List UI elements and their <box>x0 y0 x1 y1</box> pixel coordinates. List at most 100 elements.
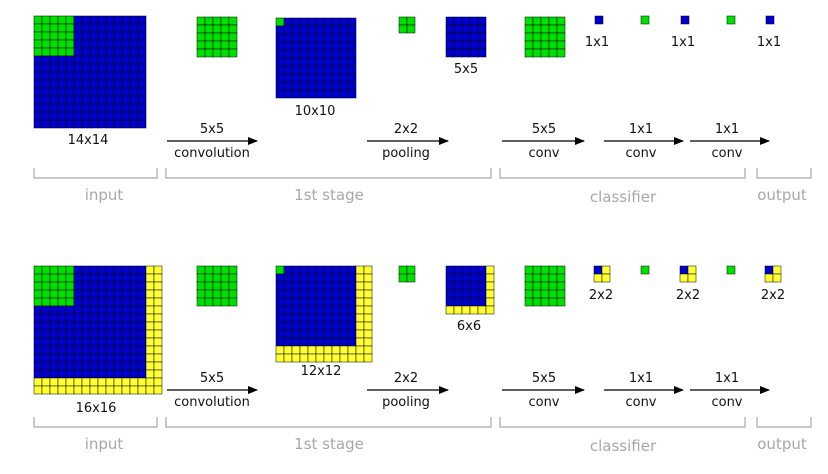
grid-cell <box>291 321 301 331</box>
grid-cell <box>453 305 463 315</box>
op-conv-b-label-top: conv <box>625 146 656 161</box>
grid-cell <box>89 55 99 65</box>
grid-cell <box>299 321 309 331</box>
bracket-stage-top <box>165 168 492 179</box>
grid-cell <box>283 89 293 99</box>
grid-cell <box>129 79 139 89</box>
grid-cell <box>453 16 463 26</box>
grid-cell <box>220 289 230 299</box>
grid-cell <box>137 103 147 113</box>
grid-cell <box>73 79 83 89</box>
grid-cell <box>347 289 357 299</box>
grid-cell <box>89 95 99 105</box>
grid-cell <box>461 24 471 34</box>
grid-cell <box>73 273 83 283</box>
grid-cell <box>275 297 285 307</box>
grid-cell <box>307 297 317 307</box>
grid-cell <box>33 111 43 121</box>
grid-cell <box>41 119 51 129</box>
grid-cell <box>121 265 131 275</box>
grid-cell <box>212 297 222 307</box>
grid-cell <box>220 32 230 42</box>
grid-cell <box>49 87 59 97</box>
grid-cell <box>57 87 67 97</box>
grid-cell <box>121 297 131 307</box>
grid-cell <box>81 111 91 121</box>
grid-cell <box>65 71 75 81</box>
grid-cell <box>153 297 163 307</box>
grid-cell <box>105 95 115 105</box>
section-classifier-top: classifier <box>590 188 657 206</box>
grid-cell <box>275 65 285 75</box>
op-pooling-label-top: pooling <box>382 146 430 161</box>
grid-cell <box>212 40 222 50</box>
grid-cell <box>129 329 139 339</box>
grid-cell <box>129 313 139 323</box>
grid-cell <box>196 273 206 283</box>
grid-cell <box>65 305 75 315</box>
grid-cell <box>57 63 67 73</box>
grid-cell <box>89 385 99 395</box>
grid-cell <box>97 361 107 371</box>
grid-cell <box>469 289 479 299</box>
grid-cell <box>121 15 131 25</box>
grid-cell <box>121 103 131 113</box>
grid-cell <box>137 39 147 49</box>
grid-cell <box>97 39 107 49</box>
grid-cell <box>121 63 131 73</box>
grid-cell <box>57 377 67 387</box>
grid-cell <box>363 305 373 315</box>
grid-cell <box>406 24 416 34</box>
grid-cell <box>445 289 455 299</box>
grid-cell <box>121 111 131 121</box>
grid-cell <box>363 329 373 339</box>
grid-cell <box>33 265 43 275</box>
grid-cell <box>89 361 99 371</box>
grid-cell <box>73 297 83 307</box>
grid-cell <box>105 273 115 283</box>
grid-cell <box>398 24 408 34</box>
grid-cell <box>363 265 373 275</box>
grid-cell <box>105 345 115 355</box>
grid-cell <box>347 281 357 291</box>
grid-cell <box>113 305 123 315</box>
grid-cell <box>49 353 59 363</box>
grid-cell <box>113 297 123 307</box>
grid-cell <box>73 111 83 121</box>
grid-cell <box>153 353 163 363</box>
grid-cell <box>307 65 317 75</box>
grid-cell <box>485 273 495 283</box>
grid-cell <box>299 89 309 99</box>
grid-cell <box>556 289 566 299</box>
grid-cell <box>315 33 325 43</box>
grid-cell <box>196 297 206 307</box>
grid-cell <box>204 273 214 283</box>
grid-cell <box>315 353 325 363</box>
op-convolution-label-top: convolution <box>174 146 250 161</box>
grid-cell <box>548 48 558 58</box>
grid-cell <box>307 305 317 315</box>
grid-cell <box>49 305 59 315</box>
grid-cell <box>57 305 67 315</box>
grid-cell <box>315 41 325 51</box>
grid-cell <box>283 41 293 51</box>
grid-cell <box>89 369 99 379</box>
op-conv1b-size-bottom: 1x1 <box>715 371 739 386</box>
top-row: 14x14 10x10 5x5 1x1 1x1 1x1 5x5 convolut… <box>33 15 812 206</box>
grid-cell <box>65 353 75 363</box>
grid-cell <box>347 297 357 307</box>
grid-cell <box>339 49 349 59</box>
grid-cell <box>89 377 99 387</box>
grid-cell <box>145 289 155 299</box>
grid-cell <box>315 57 325 67</box>
kernel-5x5-top <box>196 16 238 58</box>
grid-cell <box>41 353 51 363</box>
grid-cell <box>41 305 51 315</box>
op-conv-a-label-top: conv <box>528 146 559 161</box>
grid-cell <box>73 47 83 57</box>
grid-cell <box>347 33 357 43</box>
grid-cell <box>49 95 59 105</box>
grid-cell <box>73 345 83 355</box>
grid-cell <box>57 273 67 283</box>
grid-cell <box>291 57 301 67</box>
